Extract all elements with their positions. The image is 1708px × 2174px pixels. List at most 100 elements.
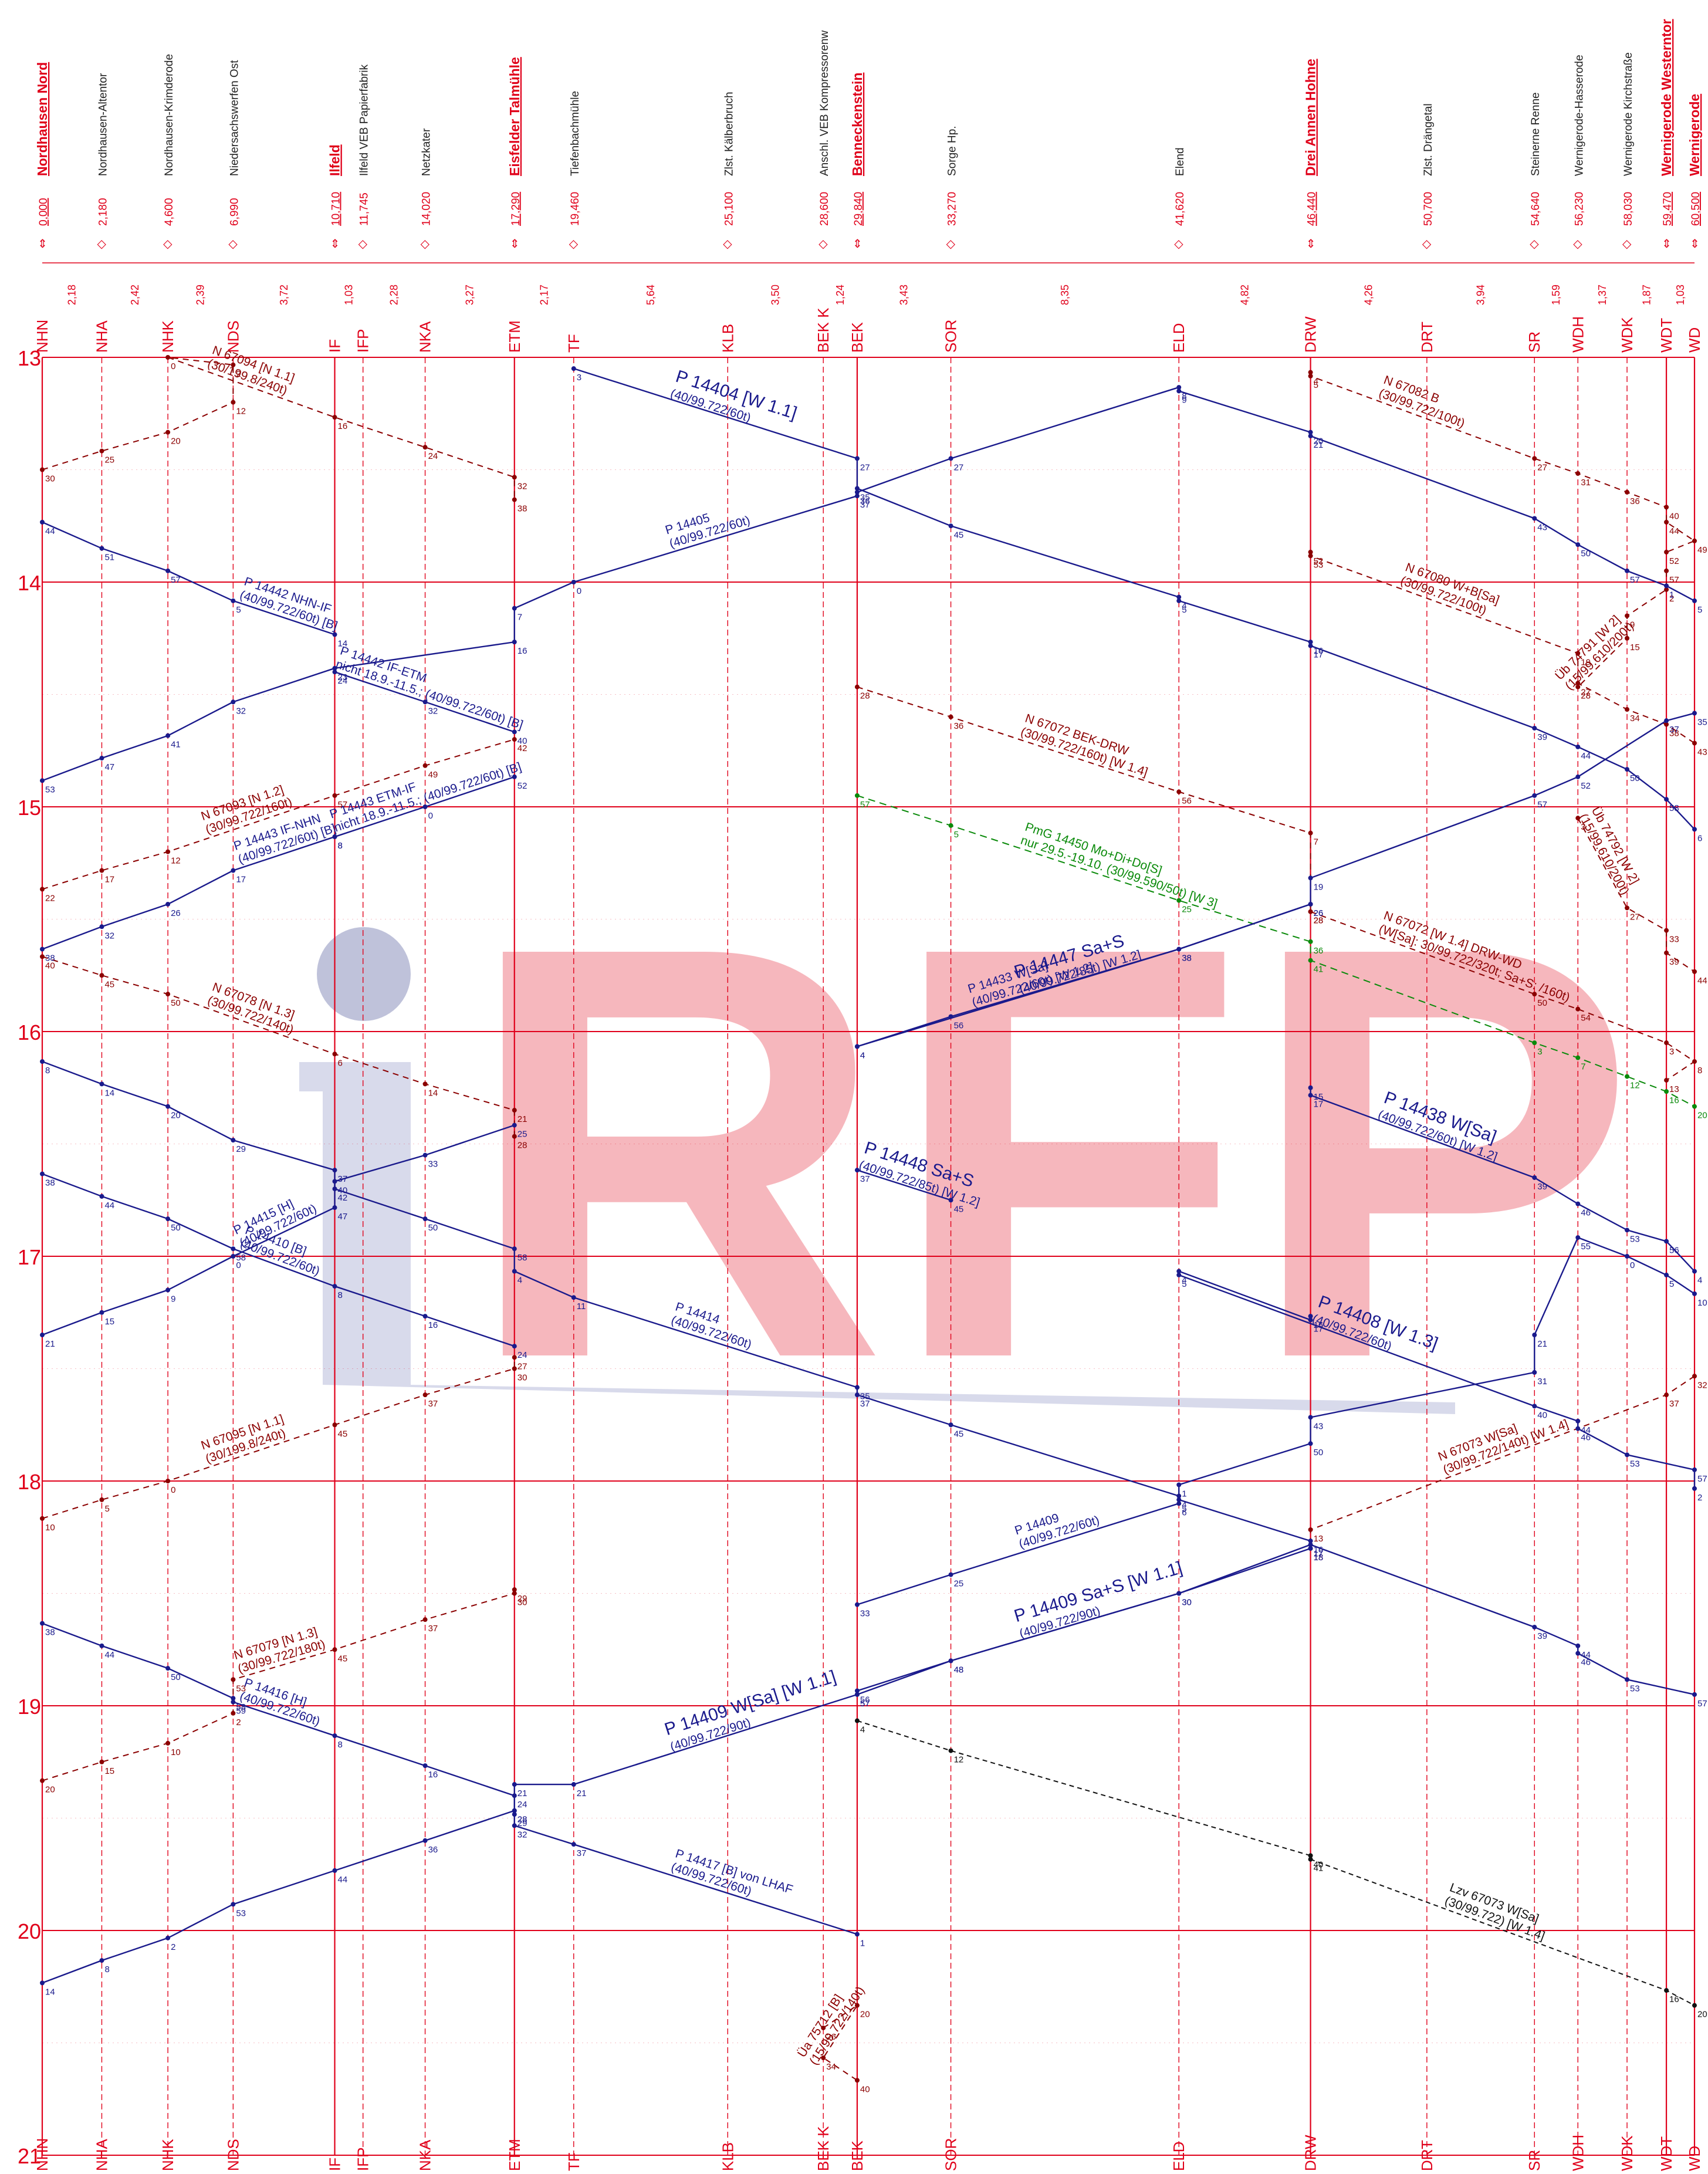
minute-label: 53 bbox=[1630, 1234, 1640, 1244]
minute-label: 28 bbox=[860, 691, 870, 701]
station-km-text: 33,270 bbox=[946, 192, 959, 226]
station-abbr-text: ETM bbox=[506, 2139, 523, 2171]
train-stop-point bbox=[854, 489, 860, 495]
train-stop-point bbox=[231, 400, 236, 405]
station-abbr-top: KLB bbox=[719, 324, 736, 353]
station-marker-icon: ◇ bbox=[1530, 238, 1539, 251]
minute-label: 57 bbox=[860, 1699, 870, 1709]
station-marker-icon: ⇕ bbox=[1690, 238, 1700, 251]
minute-label: 50 bbox=[171, 1672, 181, 1682]
train-stop-point bbox=[40, 1621, 45, 1626]
minute-label: 11 bbox=[577, 1301, 586, 1311]
train-stop-point bbox=[1692, 1467, 1697, 1472]
minute-label: 28 bbox=[518, 1815, 527, 1825]
train-stop-point bbox=[1692, 827, 1697, 832]
station-abbr-top: WD bbox=[1686, 327, 1703, 353]
irfp-watermark-logo: RFP bbox=[299, 824, 1637, 1480]
minute-label: 25 bbox=[104, 455, 114, 465]
train-stop-point bbox=[231, 1699, 236, 1705]
train-stop-point bbox=[1308, 1857, 1313, 1862]
train-stop-point bbox=[99, 924, 104, 929]
station-abbr-text: IF bbox=[326, 2158, 344, 2171]
train-stop-point bbox=[948, 1198, 953, 1203]
train-stop-point bbox=[571, 1842, 576, 1847]
train-stop-point bbox=[1575, 1643, 1581, 1648]
segment-distance: 3,94 bbox=[1475, 285, 1487, 305]
minute-label: 19 bbox=[1314, 882, 1324, 892]
minute-label: 19 bbox=[1581, 657, 1591, 667]
minute-label: 6 bbox=[338, 1058, 343, 1068]
train-stop-point bbox=[99, 1958, 104, 1963]
hour-label: 13 bbox=[18, 346, 41, 370]
station-km: 19,460 bbox=[569, 192, 581, 226]
segment-distance: 2,42 bbox=[129, 285, 141, 305]
train-label: P 14405(40/99.722/60t) bbox=[664, 511, 752, 551]
train-label: P 14417 [B] von LHAF(40/99.722/60t) bbox=[669, 1847, 794, 1898]
minute-label: 15 bbox=[1630, 643, 1640, 652]
minute-label: 12 bbox=[1630, 1081, 1640, 1091]
minute-label: 0 bbox=[428, 811, 433, 821]
train-stop-point bbox=[1308, 1085, 1313, 1090]
minute-label: 8 bbox=[338, 841, 343, 851]
minute-label: 49 bbox=[1697, 545, 1707, 555]
train-stop-point bbox=[1176, 946, 1182, 952]
hour-label: 21 bbox=[18, 2144, 41, 2168]
train-stop-point bbox=[948, 523, 953, 529]
train-stop-point bbox=[821, 2055, 826, 2061]
station-km: 10,710 bbox=[330, 192, 343, 226]
train-stop-point bbox=[332, 1647, 337, 1652]
train-path bbox=[857, 903, 1311, 1047]
minute-label: 40 bbox=[860, 2084, 870, 2094]
train-path bbox=[1310, 372, 1696, 553]
station-marker-icon: ⇕ bbox=[853, 238, 863, 251]
station-name-text: Steinerne Renne bbox=[1530, 92, 1542, 176]
station-abbr-text: KLB bbox=[719, 2142, 736, 2171]
train-p-14409-sa-s-w-1-1: 57 48 30 18 P 14409 Sa+S [W 1.1](40/99.722/9… bbox=[854, 1546, 1324, 1709]
minute-label: 0 bbox=[1630, 1260, 1635, 1270]
minute-label: 50 bbox=[1314, 1448, 1324, 1458]
station-abbr-bottom: BEK bbox=[848, 2140, 866, 2171]
minute-label: 26 bbox=[1314, 908, 1324, 918]
station-km: 46,440 bbox=[1306, 192, 1318, 226]
minute-label: 27 bbox=[954, 462, 964, 472]
station-km-text: 17,290 bbox=[510, 192, 522, 226]
station-name: Steinerne Renne bbox=[1530, 92, 1542, 176]
train-stop-point bbox=[422, 1081, 428, 1087]
train-stop-point bbox=[1532, 1404, 1537, 1409]
minute-label: 58 bbox=[236, 1253, 246, 1263]
minute-label: 14 bbox=[338, 638, 348, 648]
station-km-text: 6,990 bbox=[228, 198, 241, 226]
minute-label: 3 bbox=[1581, 822, 1585, 832]
minute-label: 35 bbox=[860, 492, 870, 502]
segment-distance-text: 2,28 bbox=[388, 285, 400, 305]
segment-distance: 1,87 bbox=[1641, 285, 1653, 305]
station-km-text: 0,000 bbox=[38, 198, 50, 226]
station-abbr-text: BEK bbox=[848, 322, 866, 353]
train-stop-point bbox=[231, 1246, 236, 1252]
train-stop-point bbox=[1532, 1370, 1537, 1375]
train-stop-point bbox=[422, 1314, 428, 1319]
train-p-14442-nhn-if: 44 51 57 5 14 P 14442 NHN-IF(40/99.722/60t) [… bbox=[40, 519, 348, 648]
train-stop-point bbox=[1532, 1175, 1537, 1180]
station-name-text: Eisfelder Talmühle bbox=[507, 57, 522, 176]
minute-label: 37 bbox=[1669, 1399, 1679, 1409]
minute-label: 29 bbox=[518, 1594, 527, 1604]
train-stop-point bbox=[1692, 598, 1697, 603]
minute-label: 38 bbox=[45, 954, 55, 963]
segment-distance: 5,64 bbox=[645, 285, 657, 305]
station-name: Wernigerode Westerntor bbox=[1659, 19, 1674, 176]
train-stop-point bbox=[854, 486, 860, 491]
station-abbr-top: WDK bbox=[1618, 317, 1636, 353]
train-path bbox=[857, 1236, 1695, 1605]
train-stop-point bbox=[231, 598, 236, 603]
minute-label: 20 bbox=[171, 1111, 181, 1121]
segment-distance-text: 1,59 bbox=[1550, 285, 1562, 305]
minute-label: 17 bbox=[104, 875, 114, 885]
train-stop-point bbox=[1308, 830, 1313, 836]
minute-label: 16 bbox=[1314, 646, 1324, 656]
minute-label: 10 bbox=[171, 1747, 181, 1757]
station-km: 11,745 bbox=[358, 192, 371, 226]
station-abbr-bottom: TF bbox=[565, 2152, 583, 2171]
minute-label: 18 bbox=[1314, 1553, 1324, 1563]
